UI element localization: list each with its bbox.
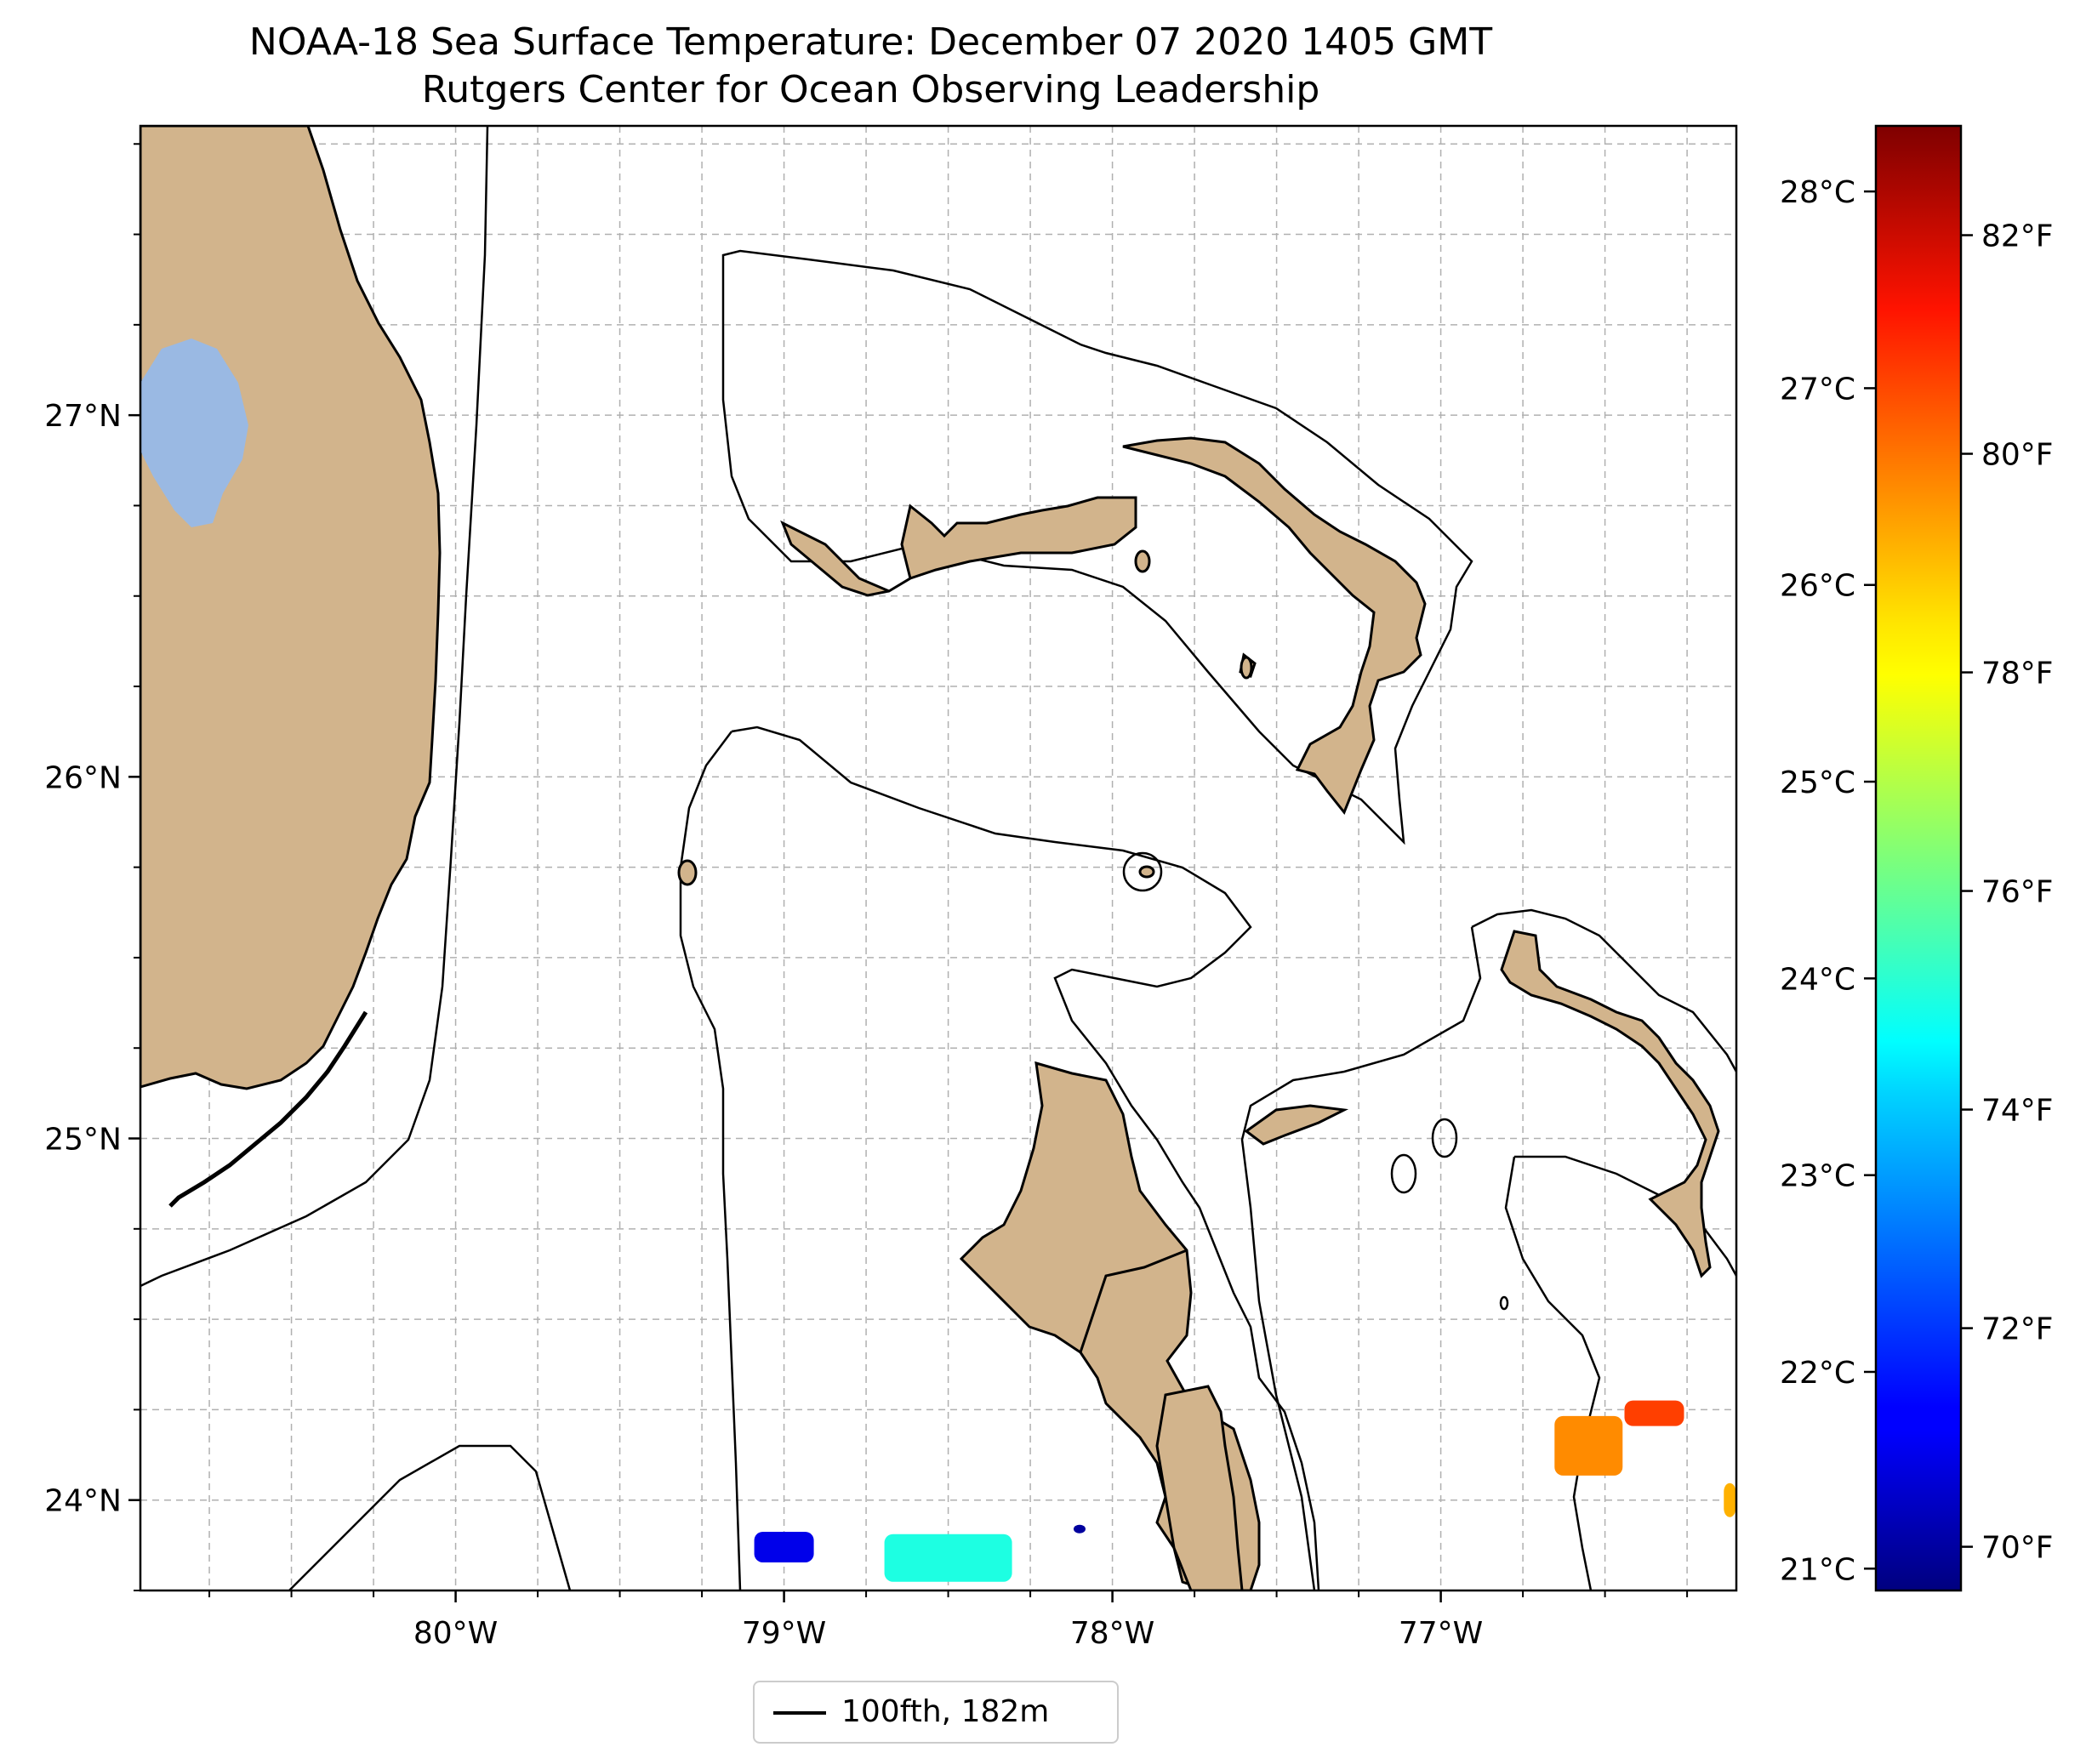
colorbar-ticks: 70°F 72°F 74°F 76°F 78°F 80°F 82°F 21°C 22°C 23°C… — [1780, 175, 2053, 1587]
florida-keys — [168, 1010, 368, 1208]
florida-land — [140, 126, 442, 1090]
colorbar — [1874, 124, 1963, 1592]
grand-bahama-land — [780, 496, 1137, 597]
sst-patch — [1624, 1400, 1684, 1426]
sst-patch — [1724, 1482, 1736, 1517]
sst-patch — [1073, 1524, 1086, 1534]
colorbar-label-f: 72°F — [1981, 1312, 2054, 1347]
lon-tick-label: 79°W — [742, 1616, 826, 1651]
colorbar-label-f: 80°F — [1981, 438, 2054, 473]
small-islets — [677, 549, 1253, 886]
lon-tick-label: 78°W — [1070, 1616, 1154, 1651]
colorbar-label-c: 26°C — [1780, 569, 1855, 604]
lake-okeechobee — [140, 339, 248, 527]
colorbar-label-c: 21°C — [1780, 1552, 1855, 1587]
colorbar-label-c: 22°C — [1780, 1356, 1855, 1391]
lat-tick-label: 26°N — [44, 760, 122, 795]
map-content — [140, 126, 1736, 1590]
sst-patch — [754, 1531, 814, 1562]
lat-tick-label: 25°N — [44, 1123, 122, 1158]
eleuthera-land — [1500, 930, 1720, 1278]
colorbar-label-f: 76°F — [1981, 875, 2054, 910]
small-islet-outlines — [1122, 851, 1509, 1311]
map-axes: 80°W 79°W 78°W 77°W 24°N 25°N 26°N 27°N — [44, 143, 1689, 1651]
colorbar-label-c: 28°C — [1780, 175, 1855, 210]
colorbar-label-c: 23°C — [1780, 1159, 1855, 1194]
andros-south-land — [1155, 1385, 1244, 1590]
sst-patch — [1554, 1415, 1623, 1476]
map-frame — [139, 124, 1738, 1592]
lat-tick-label: 24°N — [44, 1484, 122, 1519]
lon-tick-label: 77°W — [1399, 1616, 1483, 1651]
legend-label: 100fth, 182m — [841, 1694, 1050, 1729]
sst-patch — [884, 1534, 1012, 1582]
colorbar-label-f: 74°F — [1981, 1094, 2054, 1129]
colorbar-label-c: 27°C — [1780, 372, 1855, 407]
abaco-land — [1122, 436, 1427, 815]
legend-line-swatch — [773, 1711, 826, 1715]
title-line-1: NOAA-18 Sea Surface Temperature: Decembe… — [248, 20, 1493, 64]
legend: 100fth, 182m — [753, 1681, 1119, 1744]
colorbar-label-f: 70°F — [1981, 1531, 2054, 1566]
lon-tick-label: 80°W — [413, 1616, 498, 1651]
lat-tick-label: 27°N — [44, 399, 122, 434]
colorbar-label-f: 78°F — [1981, 657, 2054, 691]
berry-islands-land — [1244, 1104, 1349, 1146]
colorbar-label-c: 25°C — [1780, 765, 1855, 800]
sst-patches — [754, 1400, 1736, 1582]
andros-creek — [1079, 1249, 1188, 1353]
title-line-2: Rutgers Center for Ocean Observing Leade… — [421, 68, 1320, 111]
colorbar-label-f: 82°F — [1981, 219, 2054, 254]
colorbar-label-c: 24°C — [1780, 962, 1855, 997]
